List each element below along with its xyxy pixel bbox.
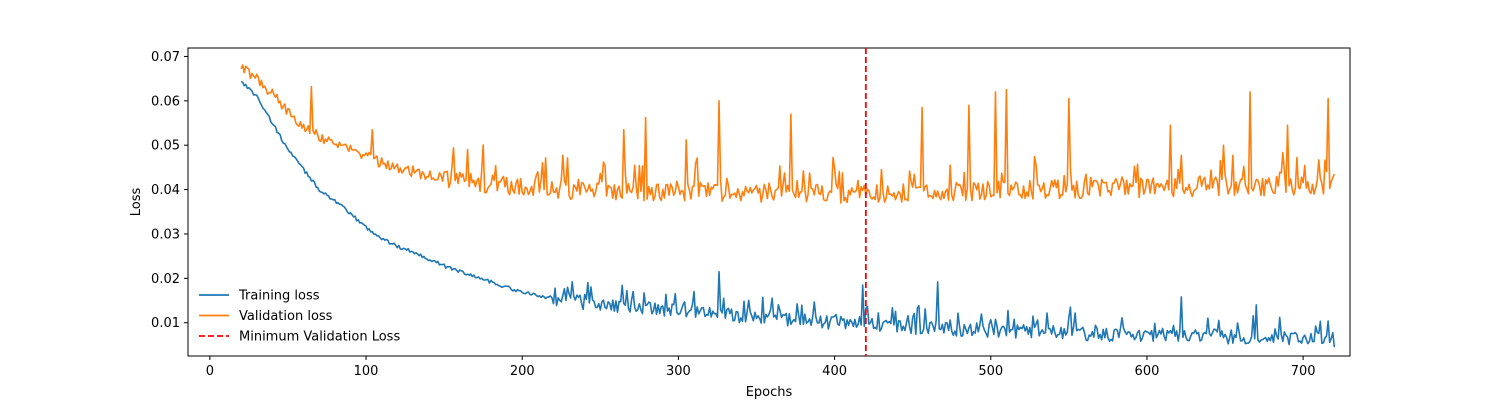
legend: Training loss Validation loss Minimum Vali… (199, 289, 400, 345)
y-tick-label: 0.07 (151, 50, 180, 65)
y-tick-label: 0.06 (151, 94, 180, 109)
y-tick-label: 0.04 (151, 183, 180, 198)
x-tick-label: 700 (1291, 364, 1316, 379)
x-tick-label: 200 (510, 364, 535, 379)
axes-frame (187, 47, 1351, 357)
series-line-training-loss (240, 80, 1336, 348)
legend-label: Validation loss (239, 309, 333, 324)
x-tick-label: 500 (978, 364, 1003, 379)
x-tick-label: 300 (666, 364, 691, 379)
x-tick-label: 0 (206, 364, 214, 379)
y-tick-label: 0.02 (151, 272, 180, 287)
y-tick-label: 0.03 (151, 227, 180, 242)
y-tick-label: 0.05 (151, 139, 180, 154)
legend-label: Minimum Validation Loss (239, 330, 400, 345)
x-axis-title: Epochs (746, 385, 793, 400)
series-line-validation-loss (240, 64, 1336, 204)
x-tick-label: 100 (354, 364, 379, 379)
x-tick-label: 600 (1135, 364, 1160, 379)
x-tick-label: 400 (822, 364, 847, 379)
y-axis: 0.01 0.02 0.03 0.04 0.05 0.06 0.07 (151, 50, 188, 331)
plot-area (187, 47, 1351, 357)
y-tick-label: 0.01 (151, 316, 180, 331)
y-axis-title: Loss (129, 188, 144, 217)
x-axis: 0 100 200 300 400 500 600 700 (206, 356, 1316, 379)
legend-label: Training loss (238, 289, 320, 304)
